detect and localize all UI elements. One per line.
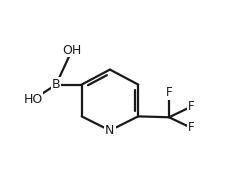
Text: F: F — [166, 86, 172, 99]
Text: F: F — [188, 121, 194, 134]
Text: F: F — [188, 100, 194, 113]
Text: OH: OH — [62, 44, 82, 57]
Text: HO: HO — [23, 93, 43, 106]
Text: B: B — [52, 78, 60, 91]
Text: N: N — [105, 124, 115, 137]
